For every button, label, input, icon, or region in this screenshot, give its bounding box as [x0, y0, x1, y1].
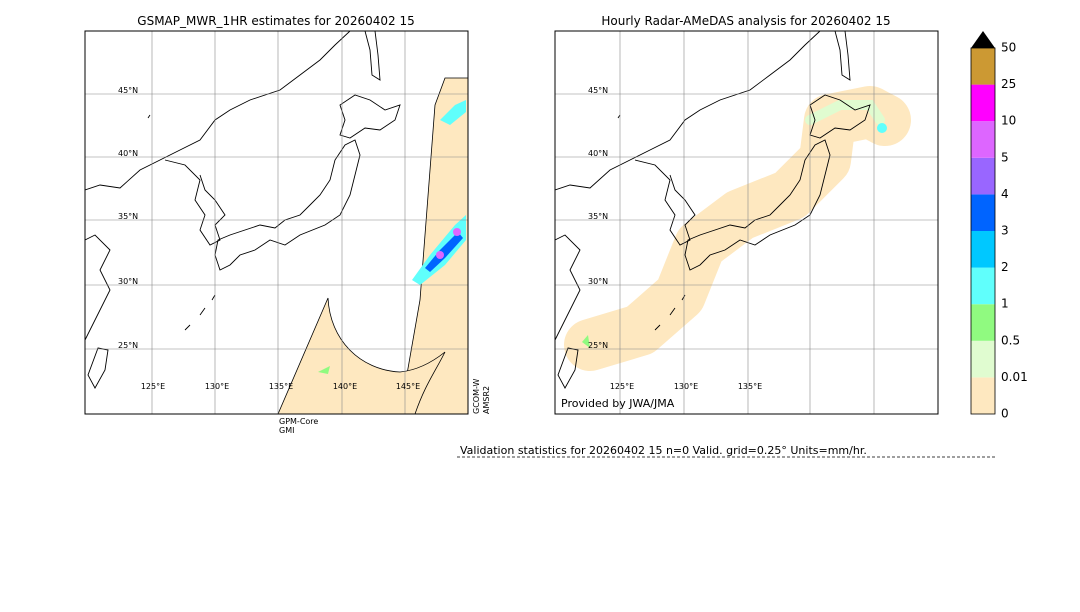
- lat-label: 25°N: [588, 341, 608, 350]
- colorbar-label: 2: [1001, 260, 1009, 274]
- lon-label: 130°E: [674, 382, 698, 391]
- colorbar-label: 1: [1001, 297, 1009, 311]
- colorbar-label: 3: [1001, 224, 1009, 238]
- colorbar-label: 10: [1001, 114, 1016, 128]
- right-lat-labels: 45°N 40°N 35°N 30°N 25°N: [588, 86, 608, 350]
- colorbar-label: 25: [1001, 77, 1016, 91]
- colorbar: 0 0.01 0.5 1 2 3 4 5 10 25 50: [970, 31, 1028, 421]
- colorbar-label: 5: [1001, 150, 1009, 164]
- sensor-label: GPM-Core: [279, 417, 318, 426]
- lat-label: 30°N: [588, 277, 608, 286]
- lon-label: 130°E: [205, 382, 229, 391]
- lat-label: 40°N: [118, 149, 138, 158]
- colorbar-label: 0: [1001, 407, 1009, 421]
- lat-label: 35°N: [118, 212, 138, 221]
- right-title: Hourly Radar-AMeDAS analysis for 2026040…: [601, 14, 890, 28]
- left-title: GSMAP_MWR_1HR estimates for 20260402 15: [137, 14, 414, 28]
- right-map: [555, 31, 938, 414]
- lat-label: 35°N: [588, 212, 608, 221]
- colorbar-label: 50: [1001, 41, 1016, 55]
- left-map: [85, 31, 468, 414]
- lat-label: 40°N: [588, 149, 608, 158]
- lat-label: 25°N: [118, 341, 138, 350]
- colorbar-label: 0.5: [1001, 333, 1020, 347]
- lon-label: 135°E: [269, 382, 293, 391]
- lon-label: 145°E: [396, 382, 420, 391]
- left-frame: [84, 30, 469, 415]
- validation-text: Validation statistics for 20260402 15 n=…: [460, 444, 867, 457]
- lon-label: 140°E: [333, 382, 357, 391]
- sensor-label: GCOM-W: [472, 378, 481, 414]
- left-lat-labels: 45°N 40°N 35°N 30°N 25°N: [118, 86, 138, 350]
- colorbar-label: 4: [1001, 187, 1009, 201]
- sensor-label: AMSR2: [482, 386, 491, 414]
- sensor-label: GMI: [279, 426, 294, 435]
- left-lon-labels: 125°E 130°E 135°E 140°E 145°E: [141, 382, 420, 391]
- lon-label: 125°E: [610, 382, 634, 391]
- lat-label: 45°N: [118, 86, 138, 95]
- right-frame: [554, 30, 939, 415]
- right-lon-labels: 125°E 130°E 135°E: [610, 382, 762, 391]
- lon-label: 125°E: [141, 382, 165, 391]
- lat-label: 30°N: [118, 277, 138, 286]
- credit: Provided by JWA/JMA: [561, 397, 675, 410]
- lon-label: 135°E: [738, 382, 762, 391]
- colorbar-label: 0.01: [1001, 370, 1028, 384]
- lat-label: 45°N: [588, 86, 608, 95]
